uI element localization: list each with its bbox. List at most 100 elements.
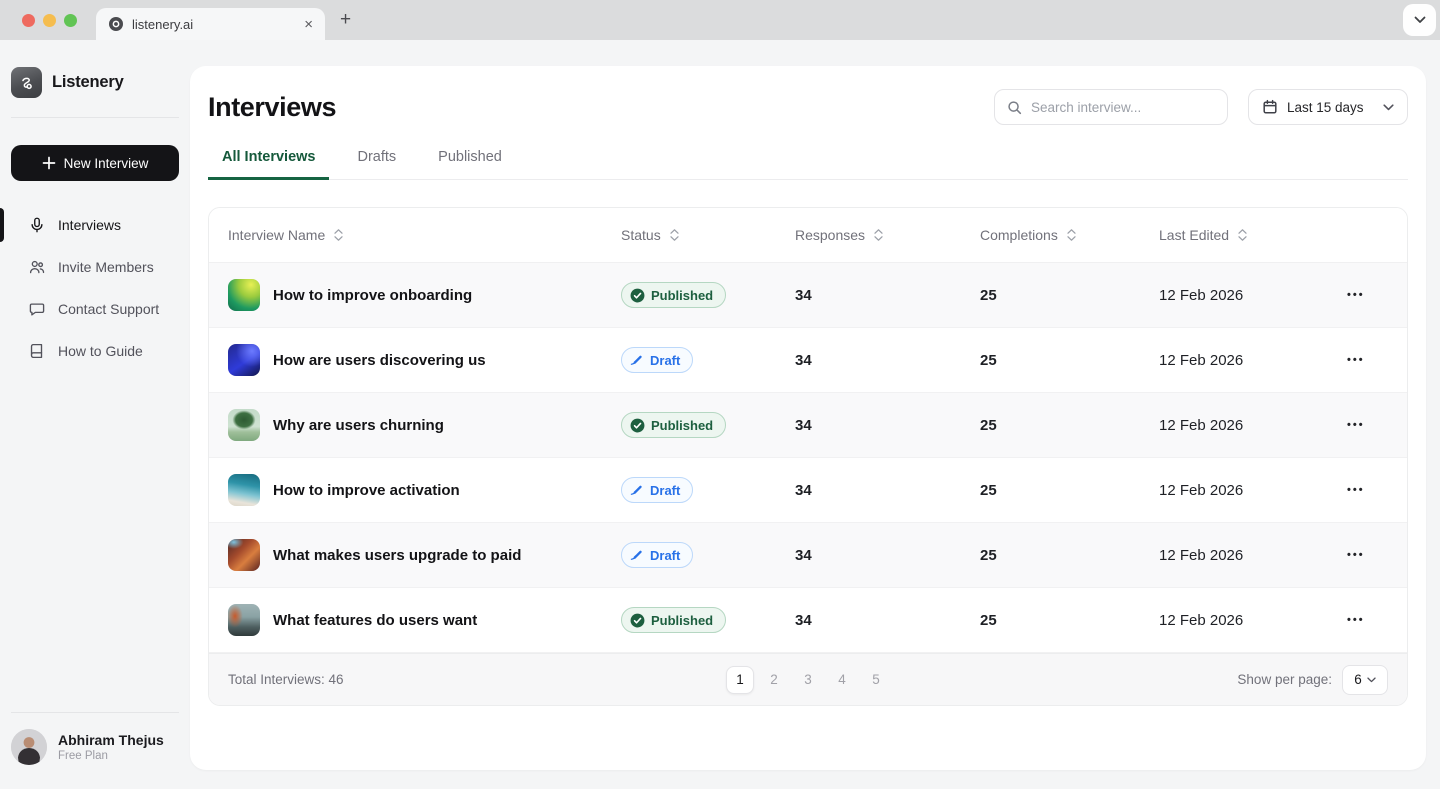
date-filter-button[interactable]: Last 15 days <box>1248 89 1408 125</box>
browser-tab[interactable]: listenery.ai × <box>96 8 325 40</box>
per-page-select[interactable]: 6 <box>1342 664 1388 695</box>
interviews-table: Interview Name Status Responses Completi… <box>208 207 1408 706</box>
table-footer: Total Interviews: 46 1 2 3 4 5 Show per … <box>209 653 1407 705</box>
chevron-down-icon <box>1367 676 1376 682</box>
pen-icon <box>630 485 642 495</box>
traffic-light-minimize[interactable] <box>43 14 56 27</box>
sidebar-item-contact-support[interactable]: Contact Support <box>0 288 190 330</box>
sidebar-divider <box>11 117 179 118</box>
row-actions-button[interactable]: ••• <box>1343 543 1369 567</box>
interview-name: Why are users churning <box>273 416 444 434</box>
completions-value: 25 <box>980 351 997 369</box>
responses-value: 34 <box>795 611 812 629</box>
responses-value: 34 <box>795 546 812 564</box>
avatar <box>11 729 47 765</box>
page-button-5[interactable]: 5 <box>862 666 890 694</box>
browser-chrome: listenery.ai × + <box>0 0 1440 40</box>
sidebar-item-invite-members[interactable]: Invite Members <box>0 246 190 288</box>
last-edited-value: 12 Feb 2026 <box>1159 481 1244 499</box>
total-interviews: Total Interviews: 46 <box>228 672 344 687</box>
responses-value: 34 <box>795 481 812 499</box>
completions-value: 25 <box>980 286 997 304</box>
row-actions-button[interactable]: ••• <box>1343 608 1369 632</box>
col-status: Status <box>621 227 661 243</box>
book-icon <box>30 343 43 359</box>
status-badge-draft: Draft <box>621 542 694 568</box>
table-row[interactable]: What makes users upgrade to paid Draft 3… <box>209 523 1407 588</box>
table-row[interactable]: How are users discovering us Draft 34 25… <box>209 328 1407 393</box>
calendar-icon <box>1263 99 1277 114</box>
chevron-down-icon <box>1383 103 1394 110</box>
sidebar-item-interviews[interactable]: Interviews <box>0 204 190 246</box>
interview-thumbnail <box>228 539 260 571</box>
tab-all-interviews[interactable]: All Interviews <box>208 149 330 180</box>
sidebar: Listenery New Interview Interviews Invit… <box>0 40 190 789</box>
tab-title: listenery.ai <box>132 16 194 32</box>
row-actions-button[interactable]: ••• <box>1343 348 1369 372</box>
col-interview-name: Interview Name <box>228 227 326 243</box>
sidebar-item-how-to-guide[interactable]: How to Guide <box>0 330 190 372</box>
chevron-down-icon <box>1414 16 1425 23</box>
tab-published[interactable]: Published <box>424 149 516 180</box>
page-button-4[interactable]: 4 <box>828 666 856 694</box>
new-interview-button[interactable]: New Interview <box>11 145 179 181</box>
status-badge-draft: Draft <box>621 347 694 373</box>
page-button-3[interactable]: 3 <box>794 666 822 694</box>
page-button-2[interactable]: 2 <box>760 666 788 694</box>
responses-value: 34 <box>795 416 812 434</box>
responses-value: 34 <box>795 351 812 369</box>
status-badge-published: Published <box>621 607 727 633</box>
responses-value: 34 <box>795 286 812 304</box>
profile-section: Abhiram Thejus Free Plan <box>11 712 179 789</box>
sort-icon[interactable] <box>1237 228 1248 242</box>
user-profile[interactable]: Abhiram Thejus Free Plan <box>11 729 179 765</box>
completions-value: 25 <box>980 416 997 434</box>
interview-name: What features do users want <box>273 611 478 629</box>
row-actions-button[interactable]: ••• <box>1343 478 1369 502</box>
brand-name: Listenery <box>52 73 124 91</box>
user-name: Abhiram Thejus <box>58 732 164 748</box>
sort-icon[interactable] <box>333 228 344 242</box>
check-circle-icon <box>630 288 645 302</box>
last-edited-value: 12 Feb 2026 <box>1159 351 1244 369</box>
completions-value: 25 <box>980 481 997 499</box>
page-title: Interviews <box>208 91 337 122</box>
sort-icon[interactable] <box>873 228 884 242</box>
window-controls <box>22 14 77 27</box>
site-favicon <box>108 16 124 32</box>
search-icon <box>1008 100 1022 114</box>
page-button-1[interactable]: 1 <box>726 665 754 694</box>
interview-thumbnail <box>228 279 260 311</box>
table-row[interactable]: How to improve onboarding Published 34 2… <box>209 263 1407 328</box>
status-badge-draft: Draft <box>621 477 694 503</box>
interview-thumbnail <box>228 344 260 376</box>
sort-icon[interactable] <box>1066 228 1077 242</box>
table-row[interactable]: Why are users churning Published 34 25 1… <box>209 393 1407 458</box>
interview-name: What makes users upgrade to paid <box>273 546 522 564</box>
sort-icon[interactable] <box>669 228 680 242</box>
plus-icon <box>42 156 55 170</box>
tab-close-icon[interactable]: × <box>304 15 313 33</box>
interview-thumbnail <box>228 604 260 636</box>
traffic-light-maximize[interactable] <box>64 14 77 27</box>
table-row[interactable]: What features do users want Published 34… <box>209 588 1407 653</box>
row-actions-button[interactable]: ••• <box>1343 413 1369 437</box>
pen-icon <box>630 355 642 365</box>
show-per-page-label: Show per page: <box>1237 672 1332 687</box>
tab-bar: All Interviews Drafts Published <box>208 149 1408 180</box>
new-tab-button[interactable]: + <box>340 9 352 30</box>
row-actions-button[interactable]: ••• <box>1343 283 1369 307</box>
search-box <box>994 89 1228 125</box>
browser-menu-button[interactable] <box>1403 4 1436 36</box>
completions-value: 25 <box>980 611 997 629</box>
traffic-light-close[interactable] <box>22 14 35 27</box>
main-content: Interviews Last 15 days All Interviews D… <box>190 66 1426 770</box>
tab-drafts[interactable]: Drafts <box>343 149 410 180</box>
date-filter-label: Last 15 days <box>1287 99 1364 115</box>
last-edited-value: 12 Feb 2026 <box>1159 286 1244 304</box>
last-edited-value: 12 Feb 2026 <box>1159 416 1244 434</box>
last-edited-value: 12 Feb 2026 <box>1159 546 1244 564</box>
col-responses: Responses <box>795 227 866 243</box>
search-input[interactable] <box>1031 99 1215 115</box>
table-row[interactable]: How to improve activation Draft 34 25 12… <box>209 458 1407 523</box>
